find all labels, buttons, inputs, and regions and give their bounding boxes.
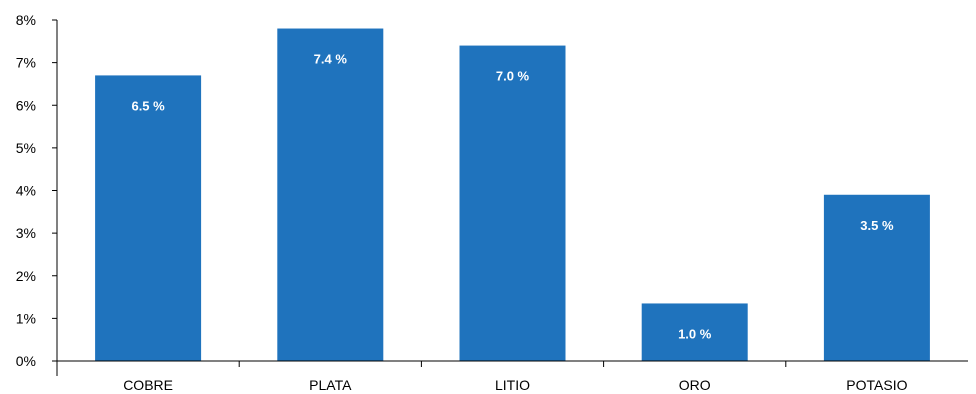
x-category-label: POTASIO: [846, 377, 907, 393]
y-tick-label: 5%: [16, 140, 36, 156]
y-tick-label: 3%: [16, 225, 36, 241]
bar-litio: [459, 45, 566, 361]
y-tick-label: 4%: [16, 183, 36, 199]
y-tick-label: 0%: [16, 353, 36, 369]
x-category-label: PLATA: [309, 377, 352, 393]
bar-potasio: [823, 194, 930, 361]
data-label-potasio: 3.5 %: [860, 218, 894, 233]
x-category-label: COBRE: [123, 377, 173, 393]
x-axis: COBRE PLATA LITIO ORO POTASIO: [57, 360, 968, 393]
bar-plata: [277, 28, 384, 362]
y-tick-label: 2%: [16, 268, 36, 284]
y-tick-label: 8%: [16, 12, 36, 28]
bar-cobre: [95, 75, 202, 361]
y-tick-label: 7%: [16, 55, 36, 71]
x-category-label: ORO: [679, 377, 711, 393]
y-tick-label: 1%: [16, 310, 36, 326]
data-label-oro: 1.0 %: [678, 326, 712, 341]
bar-oro: [641, 303, 748, 361]
y-tick-label: 6%: [16, 97, 36, 113]
data-label-litio: 7.0 %: [496, 69, 530, 84]
data-label-cobre: 6.5 %: [131, 98, 165, 113]
bars: 6.5 % 7.4 % 7.0 % 1.0 % 3.5 %: [95, 28, 930, 362]
x-category-label: LITIO: [495, 377, 530, 393]
data-label-plata: 7.4 %: [314, 52, 348, 67]
y-axis: 0% 1% 2% 3% 4% 5% 6% 7% 8%: [16, 12, 58, 376]
